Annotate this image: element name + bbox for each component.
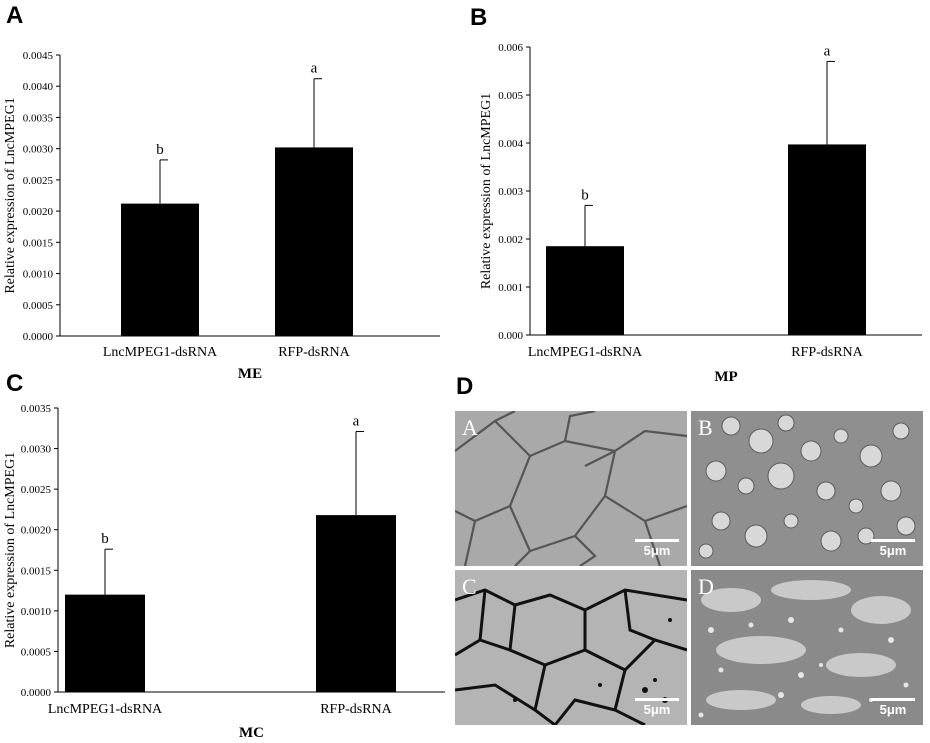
significance-letter: b [101, 531, 109, 547]
significance-letter: a [353, 414, 360, 430]
panel-letter-a: A [6, 2, 24, 29]
scale-label: 5μm [643, 543, 671, 558]
micrograph-d-label: D [698, 574, 714, 599]
y-tick-label: 0.0000 [21, 687, 52, 699]
y-tick-label: 0.0010 [21, 606, 52, 618]
x-tick-label: LncMPEG1-dsRNA [528, 345, 643, 360]
bar [65, 594, 145, 692]
y-tick-label: 0.0035 [23, 112, 54, 124]
micrograph-d-scale: 5μm [871, 698, 915, 717]
chart-c: 0.0000 0.0005 0.0010 0.0015 0.0020 0.0025 0.00… [3, 403, 445, 741]
significance-letter: a [311, 61, 318, 77]
micrograph-a-scale: 5μm [635, 539, 679, 558]
micrograph-c-scale: 5μm [635, 698, 679, 717]
scale-bar [871, 539, 915, 542]
y-tick-label: 0.0025 [23, 175, 54, 187]
x-tick-label: RFP-dsRNA [278, 345, 350, 360]
micrograph-d: D 5μm [691, 570, 923, 725]
scale-bar [635, 539, 679, 542]
chart-b: 0.000 0.001 0.002 0.003 0.004 0.005 0.006 b LncM… [479, 42, 922, 385]
y-axis-label: Relative expression of LncMPEG1 [3, 97, 18, 293]
scale-label: 5μm [879, 543, 907, 558]
panel-letter-b: B [470, 4, 488, 31]
group-label: MP [714, 369, 737, 385]
y-tick-label: 0.0020 [21, 525, 52, 537]
y-tick-label: 0.0005 [23, 300, 54, 312]
scale-bar [635, 698, 679, 701]
micrograph-b: B 5μm [691, 411, 923, 566]
y-tick-label: 0.005 [498, 90, 523, 102]
x-tick-label: RFP-dsRNA [791, 345, 863, 360]
scale-bar [871, 698, 915, 701]
y-tick-label: 0.003 [498, 186, 523, 198]
y-tick-label: 0.006 [498, 42, 523, 54]
y-tick-label: 0.0020 [23, 206, 54, 218]
significance-letter: b [581, 187, 589, 203]
micrograph-c-label: C [462, 574, 477, 599]
y-tick-label: 0.0015 [21, 565, 52, 577]
y-axis-label: Relative expression of LncMPEG1 [479, 93, 494, 289]
x-tick-label: LncMPEG1-dsRNA [48, 702, 163, 717]
group-label: ME [238, 366, 262, 382]
bar [121, 203, 199, 336]
y-tick-label: 0.0030 [21, 444, 52, 456]
y-tick-label: 0.0035 [21, 403, 52, 415]
bar [316, 515, 396, 692]
y-axis-label: Relative expression of LncMPEG1 [3, 452, 18, 648]
y-tick-label: 0.0015 [23, 237, 54, 249]
significance-letter: b [156, 142, 164, 158]
y-tick-label: 0.002 [498, 234, 523, 246]
y-tick-label: 0.0030 [23, 144, 54, 156]
micrograph-a: A 5μm [455, 411, 687, 566]
y-tick-label: 0.0025 [21, 484, 52, 496]
bar [275, 147, 353, 336]
x-tick-label: RFP-dsRNA [320, 702, 392, 717]
group-label: MC [239, 725, 264, 741]
significance-letter: a [824, 43, 831, 59]
x-tick-label: LncMPEG1-dsRNA [103, 345, 218, 360]
micrograph-c: C 5μm [455, 570, 687, 725]
micrograph-b-label: B [698, 415, 713, 440]
scale-label: 5μm [643, 702, 671, 717]
micrograph-b-image [691, 411, 923, 566]
y-tick-label: 0.0000 [23, 331, 54, 343]
micrograph-b-scale: 5μm [871, 539, 915, 558]
y-tick-label: 0.0040 [23, 81, 54, 93]
scale-label: 5μm [879, 702, 907, 717]
panel-letter-c: C [6, 370, 24, 397]
bar [788, 144, 866, 335]
micrograph-a-label: A [462, 415, 478, 440]
y-tick-label: 0.004 [498, 138, 523, 150]
y-tick-label: 0.000 [498, 330, 523, 342]
y-tick-label: 0.0005 [21, 646, 52, 658]
y-tick-label: 0.0010 [23, 269, 54, 281]
micrograph-grid: A 5μm B 5μm [455, 411, 925, 726]
y-tick-label: 0.001 [498, 282, 523, 294]
y-tick-label: 0.0045 [23, 50, 54, 62]
chart-a: 0.0000 0.0005 0.0010 0.0015 0.0020 0.0025 0.00… [3, 50, 440, 382]
panel-letter-d: D [456, 373, 474, 400]
bar [546, 246, 624, 335]
